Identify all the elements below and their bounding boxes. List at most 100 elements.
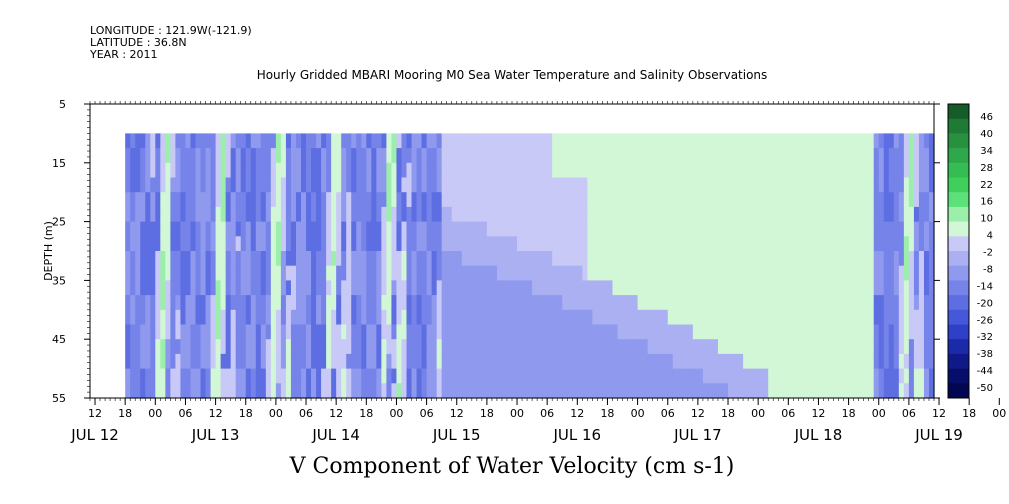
field-cell: [783, 162, 789, 179]
field-cell: [607, 251, 614, 267]
field-cell: [763, 383, 769, 399]
field-cell: [677, 221, 684, 237]
field-cell: [697, 309, 704, 326]
field-cell: [753, 148, 759, 164]
field-cell: [552, 236, 558, 252]
field-cell: [642, 177, 649, 193]
field-cell: [135, 280, 141, 296]
field-cell: [557, 133, 563, 149]
field-cell: [667, 295, 674, 311]
field-cell: [863, 133, 870, 149]
field-cell: [863, 177, 870, 193]
field-cell: [160, 280, 166, 296]
field-cell: [567, 148, 573, 164]
field-cell: [883, 280, 890, 296]
field-cell: [205, 133, 212, 149]
field-cell: [411, 324, 418, 340]
field-cell: [341, 221, 347, 237]
field-cell: [265, 324, 272, 340]
field-cell: [833, 236, 840, 252]
field-cell: [723, 206, 729, 223]
field-cell: [753, 324, 759, 340]
field-cell: [597, 353, 604, 370]
field-cell: [155, 309, 161, 326]
colorbar-label: -38: [977, 349, 993, 360]
field-cell: [150, 265, 156, 281]
field-cell: [130, 133, 136, 149]
field-cell: [496, 383, 503, 399]
field-cell: [341, 162, 347, 179]
field-cell: [697, 221, 704, 237]
field-cell: [833, 339, 840, 355]
field-cell: [421, 280, 428, 296]
field-cell: [255, 162, 262, 179]
field-cell: [195, 162, 202, 179]
field-cell: [501, 236, 508, 252]
field-cell: [356, 368, 362, 384]
field-cell: [813, 280, 820, 296]
field-cell: [773, 236, 779, 252]
field-cell: [371, 324, 377, 340]
field-cell: [225, 339, 232, 355]
field-cell: [461, 280, 468, 296]
field-cell: [697, 265, 704, 281]
field-cell: [336, 162, 342, 179]
field-cell: [285, 236, 292, 252]
field-cell: [396, 206, 403, 223]
field-cell: [627, 309, 634, 326]
field-cell: [316, 162, 322, 179]
field-cell: [351, 368, 357, 384]
field-cell: [316, 383, 322, 399]
field-cell: [597, 309, 604, 326]
field-cell: [386, 177, 393, 193]
field-cell: [632, 177, 639, 193]
field-cell: [512, 148, 518, 164]
field-cell: [818, 324, 825, 340]
field-cell: [853, 309, 860, 326]
field-cell: [612, 148, 619, 164]
field-cell: [280, 280, 287, 296]
field-cell: [401, 148, 408, 164]
field-cell: [200, 280, 207, 296]
field-cell: [788, 383, 794, 399]
field-cell: [446, 295, 453, 311]
field-cell: [386, 383, 393, 399]
field-cell: [838, 309, 845, 326]
field-cell: [723, 177, 729, 193]
field-cell: [677, 324, 684, 340]
field-cell: [888, 177, 895, 193]
colorbar-swatch: [948, 148, 969, 164]
field-cell: [692, 148, 699, 164]
field-cell: [130, 236, 136, 252]
field-cell: [326, 236, 332, 252]
field-cell: [758, 383, 764, 399]
field-cell: [255, 339, 262, 355]
field-cell: [843, 148, 850, 164]
field-cell: [617, 368, 624, 384]
field-cell: [547, 324, 553, 340]
field-cell: [265, 133, 272, 149]
field-cell: [145, 309, 151, 326]
field-cell: [275, 265, 282, 281]
field-cell: [481, 236, 488, 252]
field-cell: [723, 192, 729, 208]
field-cell: [818, 162, 825, 179]
field-cell: [527, 280, 533, 296]
field-cell: [687, 162, 694, 179]
field-cell: [733, 192, 739, 208]
field-cell: [542, 177, 548, 193]
colorbar-swatch: [948, 339, 969, 355]
field-cell: [180, 324, 187, 340]
field-cell: [517, 177, 523, 193]
field-cell: [562, 221, 568, 237]
field-cell: [778, 353, 784, 370]
field-cell: [833, 251, 840, 267]
field-cell: [326, 295, 332, 311]
field-cell: [577, 148, 583, 164]
field-cell: [165, 265, 171, 281]
field-cell: [396, 133, 403, 149]
field-cell: [587, 368, 593, 384]
field-cell: [808, 383, 815, 399]
field-cell: [617, 309, 624, 326]
colorbar-swatch: [948, 221, 969, 237]
